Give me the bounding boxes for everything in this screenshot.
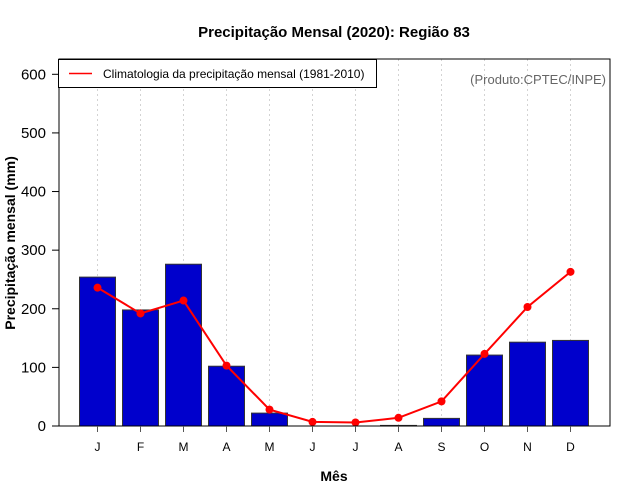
y-tick-label: 500 <box>21 125 46 142</box>
y-axis: 0 100 200 300 400 500 600 <box>21 66 59 435</box>
bar <box>79 276 116 427</box>
bar <box>552 339 589 427</box>
bar <box>251 412 288 427</box>
climatology-point <box>136 309 145 318</box>
climatology-line <box>96 271 572 424</box>
climatology-point <box>222 361 231 370</box>
x-tick-label: M <box>179 440 189 454</box>
climatology-point <box>480 349 489 358</box>
bar-series <box>79 263 589 427</box>
bar <box>165 263 202 427</box>
credit-annotation: (Produto:CPTEC/INPE) <box>470 72 606 87</box>
legend-box <box>58 59 377 88</box>
y-tick-label: 100 <box>21 359 46 376</box>
y-tick-label: 200 <box>21 301 46 318</box>
climatology-point <box>93 283 102 292</box>
x-tick-label: N <box>523 440 532 454</box>
x-tick-label: F <box>137 440 144 454</box>
bar <box>466 354 503 427</box>
bar <box>509 341 546 427</box>
climatology-point <box>265 405 274 414</box>
legend: Climatologia da precipitação mensal (198… <box>58 59 377 88</box>
climatology-point <box>394 413 403 422</box>
x-tick-label: A <box>394 440 402 454</box>
x-tick-label: J <box>310 440 316 454</box>
bar <box>423 417 460 427</box>
x-tick-label: O <box>480 440 489 454</box>
x-tick-label: J <box>353 440 359 454</box>
x-tick-label: S <box>437 440 445 454</box>
legend-entry-climatology: Climatologia da precipitação mensal (198… <box>103 67 364 81</box>
bar <box>122 309 159 427</box>
climatology-point <box>179 296 188 305</box>
climatology-series <box>93 267 575 427</box>
x-tick-label: M <box>265 440 275 454</box>
y-tick-label: 300 <box>21 242 46 259</box>
bar <box>208 365 245 427</box>
y-tick-label: 0 <box>38 418 46 435</box>
climatology-point <box>308 417 317 426</box>
climatology-point <box>523 303 532 312</box>
y-tick-label: 600 <box>21 66 46 83</box>
climatology-point <box>437 397 446 406</box>
y-axis-label: Precipitação mensal (mm) <box>2 156 18 330</box>
climatology-point <box>566 267 575 276</box>
x-axis-label: Mês <box>320 468 347 484</box>
x-tick-label: J <box>95 440 101 454</box>
x-tick-label: A <box>222 440 230 454</box>
climatology-point <box>351 418 360 427</box>
y-tick-label: 400 <box>21 184 46 201</box>
x-tick-label: D <box>566 440 575 454</box>
chart-title: Precipitação Mensal (2020): Região 83 <box>198 24 470 41</box>
